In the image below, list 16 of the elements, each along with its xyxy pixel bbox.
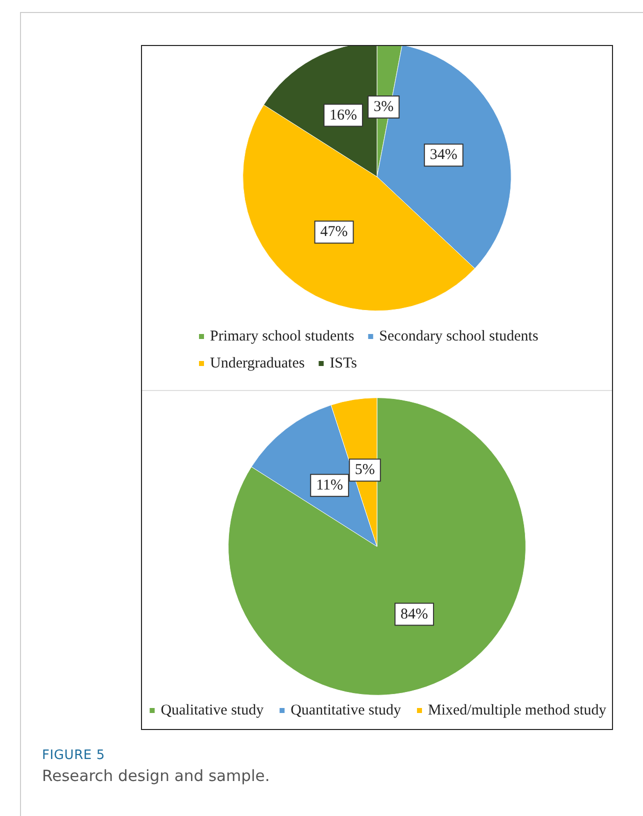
legend-label: Mixed/multiple method study bbox=[428, 702, 607, 718]
data-label: 5% bbox=[354, 462, 375, 478]
legend-label: Secondary school students bbox=[379, 328, 538, 344]
data-label: 16% bbox=[329, 107, 357, 124]
data-label: 11% bbox=[316, 477, 344, 494]
data-label: 47% bbox=[320, 224, 348, 240]
legend-label: Undergraduates bbox=[210, 356, 305, 372]
data-label: 84% bbox=[400, 606, 428, 622]
data-label: 34% bbox=[430, 147, 458, 164]
text: Research design and sample. bbox=[42, 767, 270, 785]
legend-label: Qualitative study bbox=[160, 702, 264, 718]
legend-label: ISTs bbox=[330, 356, 358, 372]
data-label: 3% bbox=[374, 98, 394, 115]
caption: FIGURE 5 bbox=[42, 748, 106, 763]
legend-label: Quantitative study bbox=[290, 702, 402, 718]
legend-label: Primary school students bbox=[210, 328, 354, 344]
